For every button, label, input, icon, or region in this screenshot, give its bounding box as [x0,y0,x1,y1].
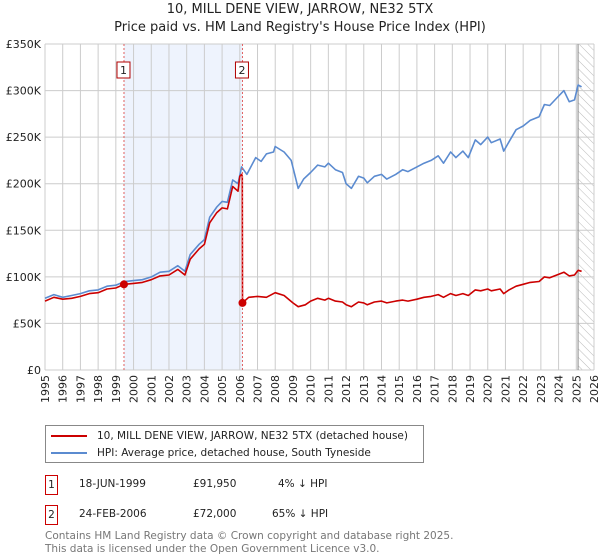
footer-copyright: Contains HM Land Registry data © Crown c… [45,530,454,542]
transaction-badge: 1 [45,475,58,495]
x-tick-label: 2013 [358,375,371,403]
x-tick-label: 2021 [499,375,512,403]
x-tick-label: 1995 [39,375,52,403]
x-tick-label: 2024 [553,375,566,403]
x-tick-label: 2002 [163,375,176,403]
x-tick-label: 2004 [198,375,211,403]
chart-title: 10, MILL DENE VIEW, JARROW, NE32 5TX [166,2,434,17]
y-tick-label: £200K [6,178,42,191]
legend-item-hpi: HPI: Average price, detached house, Sout… [46,445,371,461]
property-price-line [44,173,582,308]
x-tick-label: 2019 [464,375,477,403]
sale-point [119,280,128,289]
y-tick-label: £50K [13,317,42,330]
x-tick-label: 2005 [216,375,229,403]
x-tick-label: 1999 [110,375,123,403]
x-tick-label: 2020 [482,375,495,403]
sale-label: 2 [238,64,245,77]
sale-period-shading [123,44,243,370]
x-tick-label: 2000 [128,375,141,403]
footer: Contains HM Land Registry data © Crown c… [45,530,453,556]
x-tick-label: 2010 [305,375,318,403]
x-tick-label: 1996 [57,375,70,403]
y-tick-label: £300K [6,85,42,98]
y-tick-label: £100K [6,271,42,284]
forecast-hatch [578,44,594,370]
x-tick-label: 2012 [340,375,353,403]
sale-label-box [234,61,249,79]
x-tick-label: 2008 [269,375,282,403]
transaction-row: 1 18-JUN-1999 £91,950 4% ↓ HPI [45,475,545,495]
x-tick-label: 2016 [411,375,424,403]
transaction-price: £72,000 [193,508,237,520]
x-tick-label: 2025 [570,375,583,403]
x-tick-label: 2009 [287,375,300,403]
transaction-date: 18-JUN-1999 [79,478,146,490]
legend-item-property: 10, MILL DENE VIEW, JARROW, NE32 5TX (de… [46,428,408,444]
y-tick-label: £250K [6,131,42,144]
x-tick-label: 2015 [393,375,406,403]
x-tick-label: 2011 [322,375,335,403]
transaction-hpi-diff: 65% ↓ HPI [272,508,329,520]
x-tick-label: 2022 [517,375,530,403]
x-tick-label: 1998 [92,375,105,403]
transaction-row: 2 24-FEB-2006 £72,000 65% ↓ HPI [45,505,545,525]
blue-line-swatch [51,452,87,454]
transaction-badge: 2 [45,505,58,525]
hpi-line [44,84,582,300]
sale-label-box [116,61,131,79]
legend-label-hpi: HPI: Average price, detached house, Sout… [97,447,371,459]
red-line-swatch [51,435,87,437]
transaction-price: £91,950 [193,478,237,490]
x-tick-label: 2001 [145,375,158,403]
x-tick-label: 2007 [252,375,265,403]
transaction-date: 24-FEB-2006 [79,508,147,520]
transaction-hpi-diff: 4% ↓ HPI [278,478,328,490]
x-tick-label: 2017 [429,375,442,403]
sale-label: 1 [120,64,127,77]
x-tick-label: 2018 [446,375,459,403]
x-tick-label: 2023 [535,375,548,403]
y-tick-label: £0 [27,364,41,377]
x-tick-label: 2003 [181,375,194,403]
x-tick-label: 2026 [588,375,600,403]
price-chart: 1995 1996 1997 1998 1999 2000 2001 2002 2003 2004… [6,38,600,403]
chart-subtitle: Price paid vs. HM Land Registry's House … [114,20,486,35]
footer-licence: This data is licensed under the Open Gov… [45,543,380,555]
x-tick-label: 1997 [74,375,87,403]
legend-label-property: 10, MILL DENE VIEW, JARROW, NE32 5TX (de… [97,430,408,442]
x-tick-label: 2006 [234,375,247,403]
legend: 10, MILL DENE VIEW, JARROW, NE32 5TX (de… [45,425,424,463]
y-tick-label: £350K [6,38,42,51]
sale-point [238,298,247,307]
x-tick-label: 2014 [375,375,388,403]
y-tick-label: £150K [6,224,42,237]
